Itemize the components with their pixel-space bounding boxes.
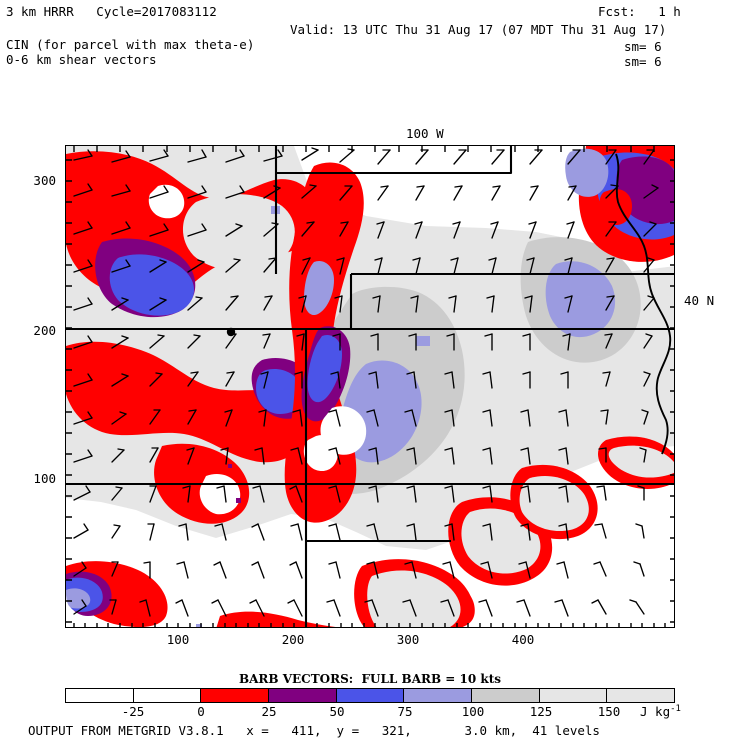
- axis-ticks: [66, 146, 674, 627]
- map-frame: [65, 145, 675, 628]
- field-name-label: CIN (for parcel with max theta-e): [6, 37, 255, 52]
- y-tick-200: 200: [33, 323, 56, 338]
- x-tick-100: 100: [166, 632, 190, 647]
- valid-time-label: Valid: 13 UTC Thu 31 Aug 17 (07 MDT Thu …: [290, 22, 667, 37]
- shear-vector-barbs: [73, 147, 659, 617]
- colorbar-unit-label: J kg-1: [640, 704, 681, 719]
- colorbar-tick-150: 150: [597, 704, 621, 719]
- colorbar-segment-4[interactable]: [336, 689, 405, 702]
- colorbar-tick-50: 50: [329, 704, 345, 719]
- output-footer-label: OUTPUT FROM METGRID V3.8.1 x = 411, y = …: [28, 723, 600, 738]
- x-tick-200: 200: [281, 632, 305, 647]
- model-cycle-label: 3 km HRRR Cycle=2017083112: [6, 4, 217, 19]
- colorbar-tick-75: 75: [397, 704, 413, 719]
- colorbar-segment-1[interactable]: [133, 689, 202, 702]
- x-tick-400: 400: [511, 632, 535, 647]
- colorbar-segment-3[interactable]: [269, 689, 337, 702]
- y-tick-100: 100: [33, 471, 56, 486]
- unit-text: J kg: [640, 704, 671, 720]
- colorbar-segment-6[interactable]: [472, 689, 540, 702]
- colorbar-tick-0: 0: [197, 704, 205, 719]
- latitude-label: 40 N: [684, 293, 715, 308]
- map-plot-panel[interactable]: [65, 145, 675, 628]
- colorbar-tick-100: 100: [461, 704, 485, 719]
- colorbar-tick-125: 125: [529, 704, 553, 719]
- longitude-label: 100 W: [406, 126, 444, 141]
- colorbar-title: BARB VECTORS: FULL BARB = 10 kts: [238, 672, 502, 686]
- smoothing-label-1: sm= 6: [624, 39, 662, 54]
- colorbar-segment-8[interactable]: [607, 689, 675, 702]
- smoothing-label-2: sm= 6: [624, 54, 662, 69]
- colorbar-segment-5[interactable]: [404, 689, 473, 702]
- colorbar-tick-25: 25: [261, 704, 277, 719]
- colorbar-segment-0[interactable]: [66, 689, 134, 702]
- colorbar-segment-2[interactable]: [201, 689, 270, 702]
- y-tick-300: 300: [33, 173, 56, 188]
- forecast-hour-label: Fcst: 1 h: [598, 4, 681, 19]
- cin-contour-map: [66, 146, 674, 627]
- unit-exponent: -1: [670, 704, 681, 714]
- vector-field-label: 0-6 km shear vectors: [6, 52, 157, 67]
- colorbar-segment-7[interactable]: [539, 689, 608, 702]
- colorbar-tick--25: -25: [121, 704, 145, 719]
- x-tick-300: 300: [396, 632, 420, 647]
- colorbar[interactable]: [65, 688, 675, 703]
